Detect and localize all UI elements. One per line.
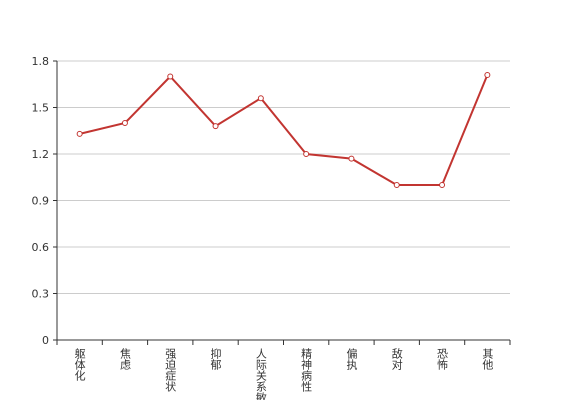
point	[348, 155, 355, 162]
point	[257, 95, 264, 102]
y-tick-label: 0	[42, 334, 49, 347]
y-tick-label: 0.6	[32, 241, 50, 254]
y-tick-label: 1.5	[32, 102, 50, 115]
y-tick-label: 1.8	[32, 55, 50, 68]
line	[79, 74, 489, 186]
point	[121, 120, 128, 126]
point	[393, 182, 400, 188]
x-tick-label: 焦虑	[118, 348, 131, 370]
x-tick-label: 偏执	[345, 347, 358, 371]
x-tick-label: 人际关系敏感	[254, 348, 267, 400]
point	[212, 123, 219, 130]
x-tick-label: 躯体化	[73, 348, 86, 382]
point	[76, 130, 83, 137]
y-tick-label: 0.9	[32, 195, 50, 208]
x-tick-label: 恐怖	[436, 348, 449, 370]
y-tick-label: 0.3	[32, 288, 50, 301]
point	[303, 151, 310, 157]
point	[484, 71, 491, 78]
x-tick-label: 抑郁	[209, 347, 222, 370]
y-tick-label: 1.2	[32, 148, 50, 161]
point	[439, 182, 446, 188]
point	[167, 73, 174, 80]
x-tick-label: 精神病性	[300, 348, 313, 393]
x-tick-label: 强迫症状	[164, 348, 177, 392]
x-tick-label: 敌对	[390, 347, 403, 370]
x-tick-label: 其他	[481, 348, 494, 370]
